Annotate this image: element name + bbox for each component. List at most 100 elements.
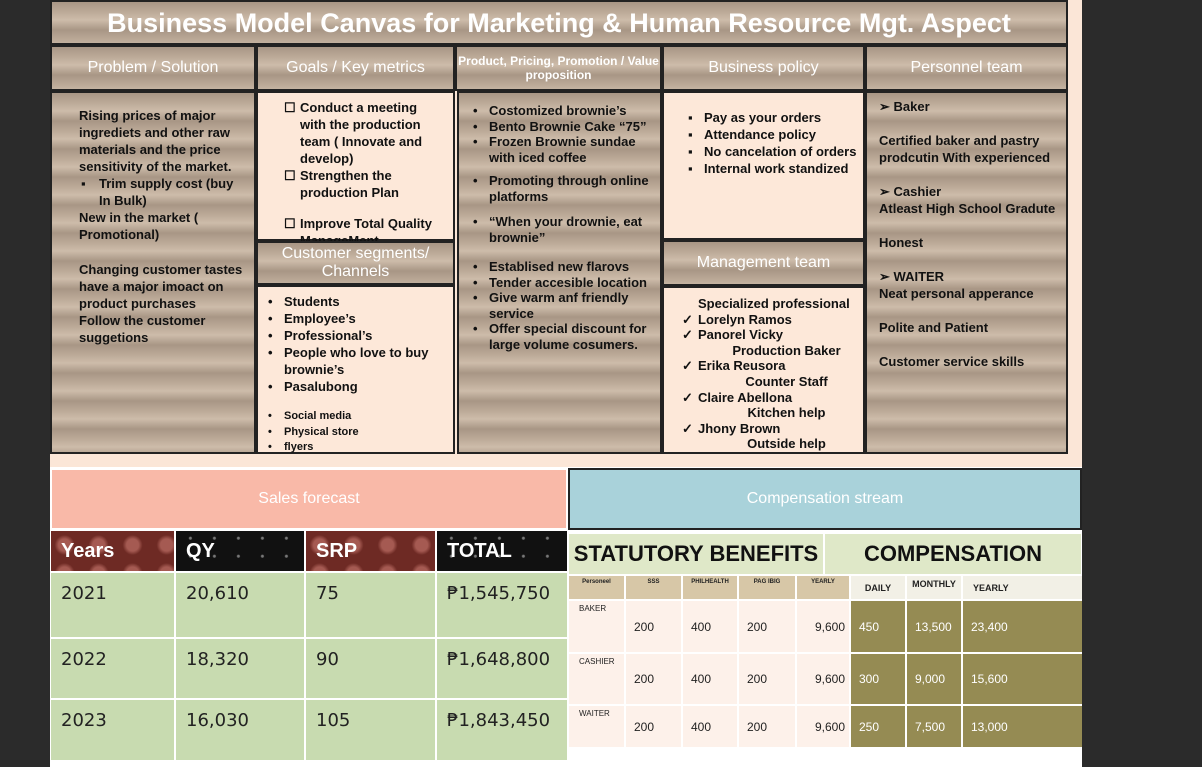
check-icon: ✓ xyxy=(682,389,693,405)
comp-cell: 250 xyxy=(850,705,906,748)
square-bullet-icon: ▪ xyxy=(688,144,693,159)
statutory-header: STATUTORY BENEFITS xyxy=(568,533,824,575)
problem-text-2: New in the market ( Promotional) xyxy=(79,210,199,242)
bullet-icon: • xyxy=(473,134,478,149)
personnel-waiter: ➢ WAITER xyxy=(879,268,1060,285)
bullet-icon: • xyxy=(268,328,273,343)
comp-cell: 9,600 xyxy=(796,600,850,653)
personnel-waiter-1: Neat personal apperance xyxy=(879,286,1034,301)
right-margin xyxy=(1082,0,1202,767)
policy-text: Attendance policy xyxy=(704,127,816,142)
channel-text: flyers xyxy=(284,441,314,453)
policy-text: No cancelation of orders xyxy=(704,144,857,159)
sales-cell: 75 xyxy=(305,572,436,638)
personnel-role: Baker xyxy=(893,99,930,114)
square-bullet-icon: ▪ xyxy=(81,176,86,191)
product-text: “When your drownie, eat brownie” xyxy=(489,214,643,245)
checkbox-icon: ☐ xyxy=(284,168,296,183)
product-cell: • Costomized brownie’s • Bento Brownie Cake… xyxy=(457,91,662,454)
header-segments: Customer segments/ Channels xyxy=(256,241,455,285)
goal-text: Conduct a meeting with the production te… xyxy=(300,100,423,166)
bullet-icon: • xyxy=(473,290,478,305)
goal-text: Strengthen the production Plan xyxy=(300,168,399,200)
problem-bullet: ▪ Trim supply cost (buy In Bulk) xyxy=(79,175,244,209)
compensation-header: COMPENSATION xyxy=(824,533,1082,575)
sales-cell: 18,320 xyxy=(175,638,305,699)
product-item: • Bento Brownie Cake “75” xyxy=(469,119,654,135)
bullet-icon: • xyxy=(268,379,273,394)
sales-cell: ₱1,648,800 xyxy=(436,638,568,699)
goals-cell: ☐ Conduct a meeting with the production t… xyxy=(256,91,455,248)
comp-subheader: PAG IBIG xyxy=(738,575,796,600)
comp-cell: 200 xyxy=(738,653,796,705)
bullet-icon: • xyxy=(473,118,478,134)
channel-text: Physical store xyxy=(284,425,359,438)
square-bullet-icon: ▪ xyxy=(688,161,693,176)
comp-subheader: YEARLY xyxy=(962,575,1084,600)
bullet-icon: • xyxy=(268,294,273,309)
bullet-icon: • xyxy=(473,173,478,188)
goal-item: ☐ Conduct a meeting with the production t… xyxy=(280,99,445,167)
channel-item: • flyers xyxy=(264,440,447,456)
header-problem: Problem / Solution xyxy=(50,45,256,91)
personnel-cashier: ➢ Cashier xyxy=(879,183,1060,200)
channel-text: Social media xyxy=(284,410,352,422)
channel-item: • Physical store xyxy=(264,425,447,441)
personnel-waiter-3: Customer service skills xyxy=(879,354,1025,369)
comp-cell: 200 xyxy=(738,705,796,748)
segment-text: Professional’s xyxy=(284,328,373,343)
comp-cell: 13,000 xyxy=(962,705,1084,748)
square-bullet-icon: ▪ xyxy=(688,110,693,125)
bullet-icon: • xyxy=(473,259,478,274)
segment-item: • Pasalubong xyxy=(264,378,447,395)
comp-cell: BAKER xyxy=(568,600,625,653)
policy-item: ▪ Internal work standized xyxy=(684,160,857,177)
segment-text: People who love to buy brownie’s xyxy=(284,345,429,377)
management-person: ✓ Erika Reusora Counter Staff xyxy=(678,358,857,389)
problem-bullet-text: Trim supply cost (buy In Bulk) xyxy=(99,176,234,208)
sales-cell: 2023 xyxy=(50,699,175,761)
product-text: Frozen Brownie sundae with iced coffee xyxy=(489,134,636,165)
product-text: Establised new flarovs xyxy=(489,259,630,274)
channel-item: • Social media xyxy=(264,409,447,425)
person-role: Outside help xyxy=(747,436,826,452)
square-bullet-icon: ▪ xyxy=(688,127,693,142)
person-name: Jhony Brown xyxy=(698,420,781,436)
comp-cell: 15,600 xyxy=(962,653,1084,705)
comp-cell: 200 xyxy=(625,600,682,653)
bullet-icon: • xyxy=(268,441,272,453)
arrow-icon: ➢ xyxy=(879,184,894,199)
segments-cell: • Students • Employee’s • Professional’s • Peop… xyxy=(256,285,455,454)
bullet-icon: • xyxy=(268,410,272,422)
sales-cell: 16,030 xyxy=(175,699,305,761)
sales-col-header: QY xyxy=(175,530,305,572)
comp-cell: CASHIER xyxy=(568,653,625,705)
comp-cell: 13,500 xyxy=(906,600,962,653)
comp-cell: 23,400 xyxy=(962,600,1084,653)
problem-text-4: Follow the customer suggetions xyxy=(79,313,206,345)
comp-header: Compensation stream xyxy=(568,468,1082,530)
product-item: • Offer special discount for large volume… xyxy=(469,321,654,352)
bullet-icon: • xyxy=(268,345,273,360)
policy-item: ▪ Attendance policy xyxy=(684,126,857,143)
bullet-icon: • xyxy=(473,103,478,118)
personnel-honest: Honest xyxy=(879,235,924,250)
product-text: Offer special discount for large volume … xyxy=(489,321,647,352)
header-product: Product, Pricing, Promotion / Value prop… xyxy=(455,45,662,91)
product-item: • Promoting through online platforms xyxy=(469,173,654,204)
comp-cell: WAITER xyxy=(568,705,625,748)
product-item: • Frozen Brownie sundae with iced coffee xyxy=(469,134,654,165)
management-person: ✓ Jhony Brown Outside help xyxy=(678,421,857,452)
product-text: Promoting through online platforms xyxy=(489,173,649,204)
check-icon: ✓ xyxy=(682,327,693,343)
problem-text-3: Changing customer tastes have a major im… xyxy=(79,262,243,311)
product-item: • Tender accesible location xyxy=(469,275,654,291)
sales-cell: 105 xyxy=(305,699,436,761)
policy-text: Internal work standized xyxy=(704,161,849,176)
policy-cell: ▪ Pay as your orders ▪ Attendance policy ▪ No… xyxy=(662,91,865,240)
management-heading: Specialized professional xyxy=(698,296,850,311)
comp-cell: 300 xyxy=(850,653,906,705)
header-policy: Business policy xyxy=(662,45,865,91)
sales-cell: 2021 xyxy=(50,572,175,638)
checkbox-icon: ☐ xyxy=(284,100,296,115)
